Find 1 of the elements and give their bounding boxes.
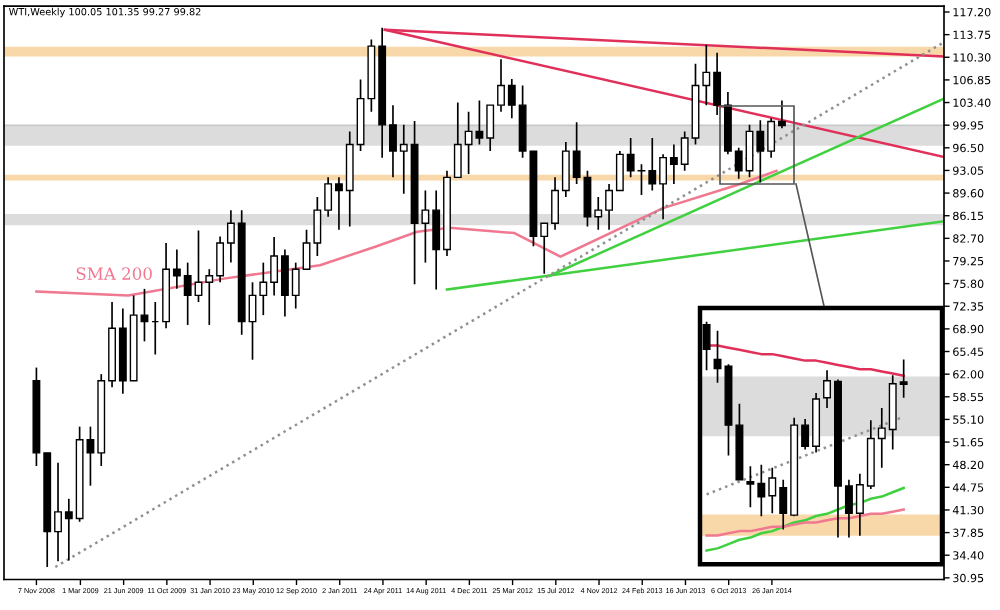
series-label: SMA 200 [76, 267, 152, 280]
